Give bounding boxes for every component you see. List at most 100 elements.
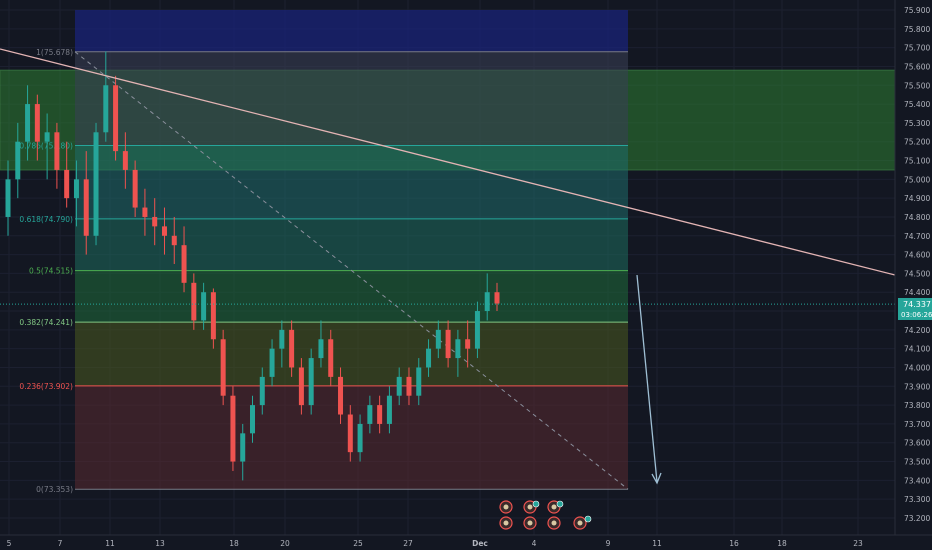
time-tick-label: 11 (652, 539, 662, 548)
fib-trend-line[interactable] (74, 51, 629, 490)
event-icon[interactable] (499, 500, 513, 514)
price-tick-label: 73.400 (904, 476, 930, 485)
price-tick-label: 74.700 (904, 232, 930, 241)
time-tick-label: 18 (229, 539, 239, 548)
fib-band (75, 145, 628, 219)
time-tick-label: 5 (7, 539, 12, 548)
event-count-badge (556, 500, 564, 508)
price-tick-label: 74.800 (904, 213, 930, 222)
fibonacci-retracement[interactable]: 1(75.678) 0.786(75.180) 0.618(74.790) 0.5(7… (19, 48, 629, 494)
current-price-badge: 74.337 03:06:26 (898, 298, 932, 320)
candle-body (259, 376, 265, 406)
candle-body (289, 329, 295, 368)
event-icon[interactable] (573, 516, 587, 530)
candle-body (191, 282, 197, 321)
time-tick-label: 20 (280, 539, 290, 548)
bar-countdown: 03:06:26 (901, 311, 932, 319)
price-axis-bg (895, 0, 932, 550)
fib-level-label: 0(73.353) (36, 485, 73, 494)
fib-band (75, 322, 628, 386)
candle-body (308, 358, 314, 406)
candle-body (269, 348, 275, 377)
candle-body (465, 339, 471, 349)
candle-body (318, 339, 324, 359)
price-tick-label: 73.700 (904, 420, 930, 429)
price-axis[interactable]: 75.900 75.800 75.700 75.600 75.500 75.400 75.3… (894, 0, 932, 550)
time-tick-label: 9 (606, 539, 611, 548)
candle-body (220, 339, 226, 396)
time-tick-label: Dec (472, 539, 488, 548)
candle-body (445, 329, 451, 359)
time-tick-label: 16 (729, 539, 739, 548)
price-tick-label: 73.200 (904, 514, 930, 523)
candle-body (5, 179, 11, 217)
price-tick-label: 73.300 (904, 495, 930, 504)
fib-band (75, 270, 628, 323)
fib-level-label: 0.618(74.790) (19, 215, 73, 224)
candle-body (240, 433, 246, 462)
event-count-badge (532, 500, 540, 508)
price-tick-label: 75.800 (904, 25, 930, 34)
candle-body (426, 348, 432, 368)
price-tick-label: 75.500 (904, 81, 930, 90)
candle-body (230, 395, 236, 462)
price-tick-label: 75.100 (904, 157, 930, 166)
time-tick-label: 11 (105, 539, 115, 548)
candle-body (210, 292, 216, 340)
candle-body (83, 179, 89, 236)
price-tick-label: 75.700 (904, 44, 930, 53)
fib-level-label: 0.236(73.902) (19, 382, 73, 391)
price-tick-label: 73.800 (904, 401, 930, 410)
price-tick-label: 73.600 (904, 439, 930, 448)
time-axis-bg (0, 535, 932, 550)
candle-body (122, 151, 128, 170)
time-axis[interactable]: 5 7 11 13 18 20 25 27 Dec 4 9 11 16 18 23 (0, 534, 932, 550)
candle-body (416, 367, 422, 396)
candle-body (298, 367, 304, 406)
candle-body (34, 104, 40, 142)
price-badge-bg (898, 298, 932, 320)
price-tick-label: 74.000 (904, 363, 930, 372)
price-tick-label: 73.900 (904, 382, 930, 391)
event-icon[interactable] (499, 516, 513, 530)
current-price-value: 74.337 (903, 300, 931, 309)
time-tick-label: 4 (532, 539, 537, 548)
candle-body (25, 104, 31, 142)
price-tick-label: 74.100 (904, 345, 930, 354)
candle-body (435, 329, 441, 349)
candle-body (152, 216, 158, 227)
price-tick-label: 75.200 (904, 138, 930, 147)
candle-body (377, 405, 383, 424)
candle-body (474, 311, 480, 349)
projection-arrow[interactable] (636, 274, 658, 483)
candle-body (181, 245, 187, 283)
candle-body (64, 169, 70, 199)
descending-trendline[interactable] (0, 48, 896, 276)
candle-body (386, 395, 392, 424)
fib-level-label: 0.382(74.241) (19, 318, 73, 327)
arrow-head (651, 472, 662, 485)
candle-body (406, 376, 412, 396)
candle-body (103, 85, 109, 133)
candle-body (44, 132, 50, 142)
event-icon[interactable] (523, 516, 537, 530)
event-markers[interactable] (499, 500, 592, 530)
price-tick-label: 75.000 (904, 175, 930, 184)
candle-body (54, 132, 60, 170)
candle-body (279, 329, 285, 349)
fib-band (75, 51, 628, 146)
price-tick-label: 75.900 (904, 6, 930, 15)
candle-body (132, 169, 138, 208)
candle-body (142, 207, 148, 217)
drawings[interactable] (0, 48, 896, 485)
candle-body (73, 179, 79, 199)
fib-level-label: 0.786(75.180) (19, 141, 73, 150)
candle-body (494, 292, 500, 304)
price-tick-label: 75.300 (904, 119, 930, 128)
candle-body (171, 235, 177, 246)
candle-body (15, 141, 21, 180)
event-icon[interactable] (547, 516, 561, 530)
candle-body (113, 85, 119, 152)
candle-body (484, 292, 490, 312)
